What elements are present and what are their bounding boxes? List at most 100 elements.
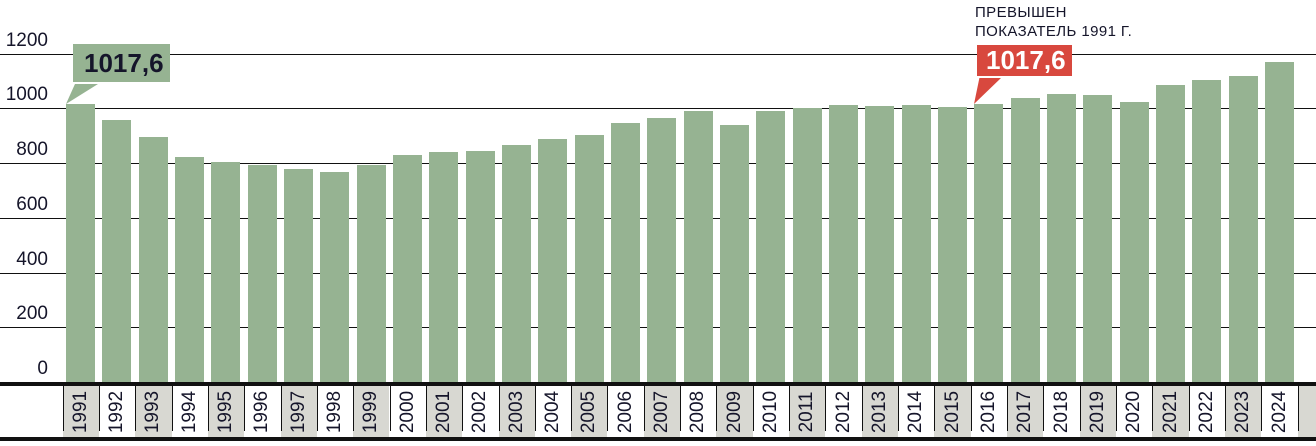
x-tick-separator (825, 386, 827, 431)
x-tick-label-1996: 1996 (251, 390, 273, 433)
x-tick-label-1992: 1992 (105, 390, 127, 433)
x-tick-cell-2012: 2012 (825, 386, 862, 437)
bar-1994 (175, 157, 204, 385)
y-tick-label-400: 400 (16, 248, 48, 270)
bar-2010 (756, 110, 786, 385)
x-tick-cell-2002: 2002 (462, 386, 499, 437)
x-tick-cell-2004: 2004 (534, 386, 572, 437)
x-tick-cell-2009: 2009 (716, 386, 753, 437)
y-tick-label-200: 200 (16, 303, 48, 325)
x-tick-label-2024: 2024 (1268, 390, 1290, 433)
x-tick-label-2000: 2000 (396, 390, 418, 433)
bar-2000 (393, 154, 422, 385)
x-tick-label-1997: 1997 (287, 390, 309, 433)
bar-2016 (974, 103, 1004, 385)
bar-2009 (719, 124, 749, 385)
y-tick-label-600: 600 (16, 193, 48, 215)
x-tick-label-2013: 2013 (868, 390, 890, 433)
x-tick-separator (389, 386, 391, 431)
x-tick-separator (1116, 386, 1118, 431)
x-tick-separator (1297, 386, 1299, 431)
x-tick-cell-2023: 2023 (1225, 386, 1262, 437)
callout-2016: 1017,6 (977, 45, 1072, 76)
x-tick-cell-1994: 1994 (171, 386, 208, 437)
callout-1991-value: 1017,6 (84, 48, 164, 78)
x-tick-label-2016: 2016 (977, 390, 999, 433)
x-tick-label-2018: 2018 (1050, 390, 1072, 433)
x-tick-label-2006: 2006 (614, 390, 636, 433)
x-axis-trailing-cell (1297, 386, 1316, 437)
x-tick-separator (643, 386, 645, 431)
x-tick-label-2019: 2019 (1086, 390, 1108, 433)
x-tick-separator (244, 386, 246, 431)
x-tick-cell-2001: 2001 (425, 386, 463, 437)
bar-2003 (502, 144, 531, 385)
bar-2021 (1155, 84, 1185, 385)
bar-2002 (465, 151, 495, 385)
x-tick-label-1994: 1994 (178, 390, 200, 433)
bar-2017 (1010, 98, 1040, 385)
bar-2005 (574, 135, 604, 385)
x-tick-label-1998: 1998 (323, 390, 345, 433)
bar-1997 (284, 169, 313, 385)
x-tick-separator (970, 386, 972, 431)
x-tick-separator (534, 386, 536, 431)
x-tick-label-2003: 2003 (505, 390, 527, 433)
x-tick-separator (934, 386, 936, 431)
bar-1991 (66, 103, 95, 385)
x-tick-cell-2007: 2007 (643, 386, 681, 437)
x-tick-cell-1997: 1997 (280, 386, 317, 437)
bar-1995 (211, 161, 241, 385)
x-tick-separator (462, 386, 464, 431)
x-tick-cell-2014: 2014 (898, 386, 935, 437)
x-tick-cell-1991: 1991 (62, 386, 99, 437)
x-tick-cell-2010: 2010 (752, 386, 790, 437)
gridline-1000 (0, 108, 1316, 110)
annotation-line-2: ПОКАЗАТЕЛЬ 1991 Г. (975, 23, 1133, 40)
bar-2006 (610, 122, 640, 385)
x-tick-cell-2013: 2013 (861, 386, 899, 437)
x-tick-cell-2019: 2019 (1079, 386, 1117, 437)
x-tick-label-2005: 2005 (578, 390, 600, 433)
callout-2016-pointer (974, 78, 1001, 104)
bar-2008 (683, 111, 713, 385)
x-tick-separator (425, 386, 427, 431)
x-tick-label-1991: 1991 (69, 390, 91, 433)
x-tick-label-2008: 2008 (687, 390, 709, 433)
x-tick-cell-1995: 1995 (207, 386, 245, 437)
bar-2022 (1192, 80, 1222, 385)
x-tick-label-1999: 1999 (360, 390, 382, 433)
x-tick-label-2021: 2021 (1159, 390, 1181, 433)
x-tick-cell-1993: 1993 (135, 386, 172, 437)
x-tick-cell-2024: 2024 (1261, 386, 1298, 437)
x-tick-label-2020: 2020 (1123, 390, 1145, 433)
y-tick-label-1200: 1200 (5, 29, 48, 51)
callout-2016-value: 1017,6 (986, 45, 1066, 75)
x-axis-baseline (0, 382, 1316, 386)
x-tick-separator (135, 386, 137, 431)
bar-1999 (356, 164, 386, 385)
bar-2004 (538, 139, 568, 385)
x-tick-cell-1996: 1996 (244, 386, 281, 437)
x-tick-label-2002: 2002 (469, 390, 491, 433)
bar-2020 (1119, 102, 1149, 385)
x-tick-separator (716, 386, 718, 431)
annotation-line-1: ПРЕВЫШЕН (975, 4, 1067, 21)
bar-2018 (1046, 94, 1076, 385)
x-tick-label-2017: 2017 (1014, 390, 1036, 433)
bar-2013 (865, 106, 895, 385)
annotation-exceeded-1991: ПРЕВЫШЕН ПОКАЗАТЕЛЬ 1991 Г. (975, 3, 1132, 41)
x-tick-label-2012: 2012 (832, 390, 854, 433)
x-tick-separator (898, 386, 900, 431)
x-tick-separator (571, 386, 573, 431)
bar-2019 (1083, 95, 1113, 385)
x-tick-separator (1188, 386, 1190, 431)
x-tick-separator (1261, 386, 1263, 431)
bar-2014 (901, 105, 931, 385)
bar-1992 (102, 119, 132, 385)
x-tick-separator (789, 386, 791, 431)
x-tick-label-2011: 2011 (796, 391, 818, 432)
bar-2012 (828, 104, 858, 385)
x-tick-separator (207, 386, 209, 431)
